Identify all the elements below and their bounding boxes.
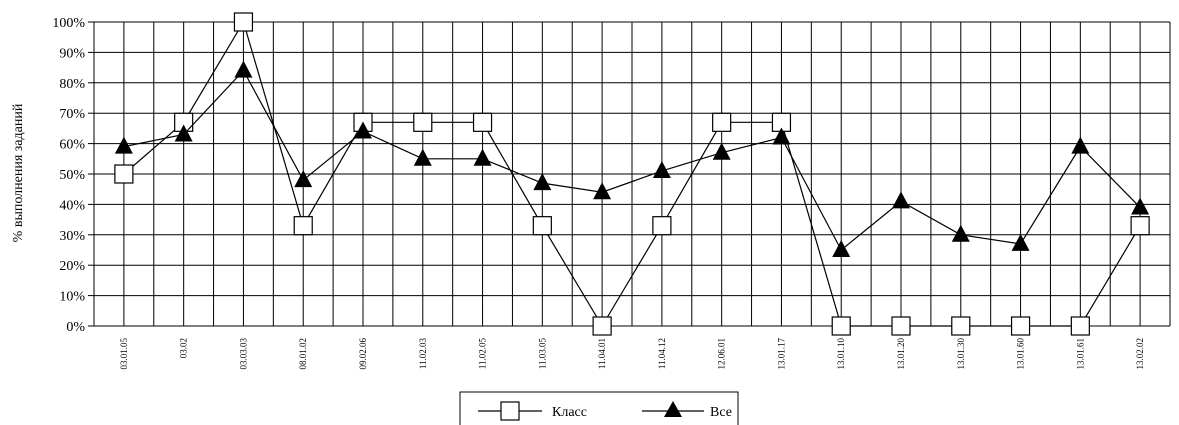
x-tick-label: 13.01.10: [836, 338, 846, 370]
data-point-triangle: [234, 60, 253, 78]
data-point-triangle: [473, 148, 492, 166]
x-tick-labels: 03.01.05 03.02 03.03.03 08.01.02 09.02.06 11.…: [119, 338, 1145, 370]
x-tick-label: 09.02.06: [358, 338, 368, 370]
data-point-square: [1070, 316, 1090, 336]
data-point-square: [891, 316, 911, 336]
legend: Класс Все: [459, 391, 739, 425]
x-tick-label: 13.01.17: [776, 338, 786, 370]
y-tick-label: 80%: [59, 77, 85, 92]
data-point-square: [1130, 216, 1150, 236]
data-point-triangle: [652, 160, 671, 178]
data-point-square: [1010, 316, 1031, 336]
x-tick-label: 08.01.02: [298, 338, 308, 370]
data-point-triangle: [1011, 233, 1030, 251]
data-point-square: [472, 112, 493, 132]
x-tick-label: 03.02: [179, 338, 189, 358]
x-tick-label: 11.03.05: [537, 338, 547, 370]
x-tick-label: 13.01.60: [1016, 338, 1026, 370]
series-layer: [114, 12, 1150, 336]
y-tick-label: 20%: [59, 259, 85, 274]
data-point-triangle: [533, 173, 552, 191]
data-point-triangle: [951, 224, 970, 242]
data-point-square: [413, 112, 433, 132]
x-tick-label: 11.02.05: [478, 338, 488, 370]
y-tick-labels: 0% 10% 20% 30% 40% 50% 60% 70% 80% 90% 100%: [52, 16, 85, 335]
y-tick-label: 40%: [59, 198, 85, 213]
data-point-square: [712, 112, 732, 132]
data-point-triangle: [712, 142, 731, 160]
data-point-triangle: [1071, 136, 1090, 154]
data-point-triangle: [892, 191, 910, 209]
data-point-square: [114, 164, 134, 184]
x-tick-label: 13.01.30: [956, 338, 966, 370]
x-tick-label: 03.01.05: [119, 338, 129, 370]
data-point-triangle: [354, 121, 372, 139]
data-point-square: [293, 216, 313, 236]
data-point-triangle: [772, 127, 791, 145]
legend-all-marker: [664, 401, 682, 417]
series-1: [114, 12, 1150, 336]
data-point-triangle: [413, 148, 432, 166]
x-tick-label: 11.04.01: [597, 338, 607, 369]
data-point-triangle: [294, 170, 313, 188]
x-tick-label: 13.01.61: [1075, 338, 1085, 370]
y-tick-label: 70%: [59, 107, 85, 122]
y-tick-label: 10%: [59, 290, 85, 305]
x-tick-label: 13.02.02: [1135, 338, 1145, 370]
legend-class-marker: [500, 401, 520, 421]
data-point-square: [233, 12, 254, 32]
y-tick-label: 100%: [52, 16, 85, 31]
legend-class-label: Класс: [552, 405, 587, 420]
x-tick-label: 12.06.01: [717, 338, 727, 370]
y-tick-label: 30%: [59, 229, 85, 244]
series-2: [114, 60, 1150, 257]
data-point-triangle: [832, 240, 851, 257]
data-point-triangle: [1131, 197, 1150, 215]
data-point-square: [951, 316, 971, 336]
y-tick-label: 90%: [59, 46, 85, 61]
data-point-square: [532, 216, 552, 236]
x-tick-label: 11.02.03: [418, 338, 428, 370]
x-tick-label: 11.04.12: [657, 338, 667, 369]
data-point-triangle: [114, 136, 133, 154]
y-axis-label: % выполнения заданий: [11, 103, 26, 242]
series-line: [123, 69, 1141, 251]
x-tick-label: 03.03.03: [238, 338, 248, 370]
data-point-square: [652, 216, 672, 236]
data-point-square: [592, 316, 612, 336]
y-tick-label: 0%: [66, 320, 85, 335]
data-point-square: [831, 316, 851, 336]
legend-all-label: Все: [710, 405, 732, 420]
data-point-triangle: [174, 124, 193, 142]
series-line: [123, 20, 1141, 328]
y-tick-label: 50%: [59, 168, 85, 183]
y-tick-label: 60%: [59, 138, 85, 153]
x-tick-label: 13.01.20: [896, 338, 906, 370]
data-point-triangle: [593, 182, 612, 200]
